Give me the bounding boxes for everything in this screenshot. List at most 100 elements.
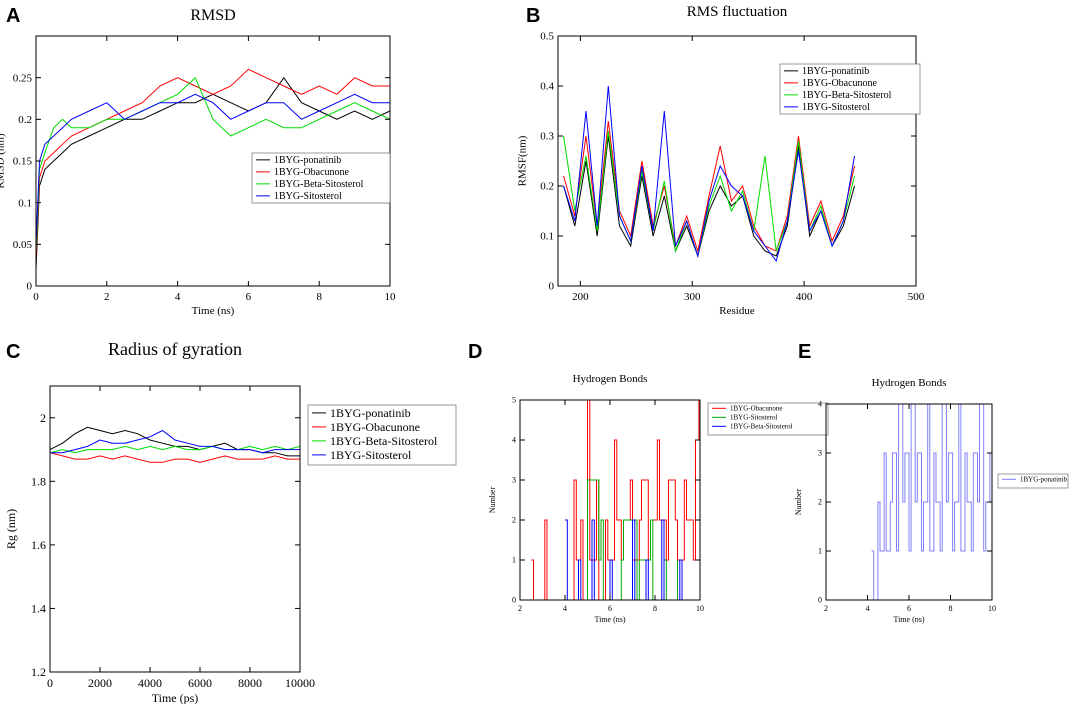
x-tick-label: 6000 — [188, 676, 212, 690]
x-tick-label: 10 — [696, 604, 704, 613]
y-tick-label: 0 — [818, 596, 822, 605]
y-tick-label: 0.5 — [540, 31, 554, 43]
series-line-1 — [35, 76, 391, 270]
plot-frame — [49, 385, 301, 673]
chart-title: Hydrogen Bonds — [573, 373, 648, 385]
y-tick-label: 0.05 — [13, 239, 33, 251]
y-tick-label: 3 — [512, 476, 516, 485]
y-tick-label: 0 — [512, 596, 516, 605]
legend-entry: 1BYG-Sitosterol — [730, 414, 778, 422]
x-tick-label: 0 — [33, 291, 39, 303]
legend-entry: 1BYG-ponatinib — [274, 155, 341, 166]
y-tick-label: 2 — [818, 498, 822, 507]
x-tick-label: 10 — [385, 291, 397, 303]
legend-entry: 1BYG-Obacunone — [274, 167, 350, 178]
x-tick-label: 2 — [824, 604, 828, 613]
legend-box — [707, 402, 829, 436]
y-axis-label: Number — [794, 489, 803, 516]
x-axis-label: Residue — [719, 305, 755, 317]
y-axis-label: Rg (nm) — [4, 509, 18, 549]
legend-entry: 1BYG-Obacunone — [330, 420, 420, 434]
chart-rms-fluctuation: RMS fluctuation 200 300 400 500 0 0.1 0.2 0.3 0.4… — [516, 4, 924, 317]
x-axis-label: Time (ns) — [192, 305, 235, 317]
legend-entry: 1BYG-Obacunone — [802, 78, 878, 89]
y-tick-label: 3 — [818, 449, 822, 458]
panel-label-a: A — [6, 5, 20, 27]
y-tick-label: 0.15 — [13, 156, 33, 168]
y-tick-label: 0.4 — [540, 81, 554, 93]
y-tick-label: 0.1 — [18, 197, 32, 209]
chart-title: Hydrogen Bonds — [872, 377, 947, 389]
x-tick-label: 4000 — [138, 676, 162, 690]
series-line-2 — [49, 452, 300, 463]
x-tick-label: 4 — [563, 604, 567, 613]
y-tick-label: 1.6 — [31, 538, 46, 552]
series-line-4 — [35, 93, 390, 245]
x-axis-label: Time (ns) — [594, 615, 625, 624]
series-line-4 — [50, 429, 300, 454]
legend-box — [251, 152, 391, 204]
y-tick-label: 5 — [512, 396, 516, 405]
series-line-1 — [531, 399, 700, 601]
y-tick-label: 1.8 — [31, 474, 46, 488]
y-tick-label: 0.2 — [18, 114, 32, 126]
y-axis-label: Number — [488, 487, 497, 514]
x-tick-label: 4 — [866, 604, 870, 613]
series-line-3 — [35, 76, 391, 253]
x-tick-label: 8 — [949, 604, 953, 613]
panel-label-b: B — [526, 5, 540, 27]
legend-box — [779, 63, 921, 115]
series-line-1 — [49, 426, 300, 457]
y-tick-label: 1.4 — [31, 601, 46, 615]
chart-title: RMSD — [190, 7, 235, 24]
legend-entry: 1BYG-ponatinib — [802, 66, 869, 77]
y-tick-label: 0.25 — [13, 72, 33, 84]
y-tick-label: 2 — [512, 516, 516, 525]
plot-frame — [557, 35, 917, 287]
series-line-1 — [871, 403, 993, 601]
x-tick-label: 6 — [246, 291, 252, 303]
legend-entry: 1BYG-Sitosterol — [802, 102, 870, 113]
y-tick-label: 1.2 — [31, 665, 46, 679]
legend-entry: 1BYG-Sitosterol — [330, 448, 412, 462]
x-tick-label: 0 — [47, 676, 53, 690]
chart-title: Radius of gyration — [108, 339, 242, 359]
y-tick-label: 0 — [549, 281, 555, 293]
x-tick-label: 8000 — [238, 676, 262, 690]
y-tick-label: 4 — [818, 400, 822, 409]
x-tick-label: 6 — [608, 604, 612, 613]
y-tick-label: 2 — [40, 411, 46, 425]
series-line-2 — [563, 120, 855, 253]
panel-label-d: D — [468, 341, 482, 363]
x-tick-label: 200 — [572, 291, 589, 303]
x-tick-label: 2 — [518, 604, 522, 613]
x-tick-label: 400 — [796, 291, 813, 303]
x-tick-label: 6 — [907, 604, 911, 613]
chart-rmsd: RMSD 0 2 4 6 8 10 0 0.05 0.1 0.15 0.2 0.25 Time (ns) R… — [0, 7, 396, 317]
legend-box — [307, 404, 457, 466]
y-tick-label: 0.2 — [540, 181, 554, 193]
y-tick-label: 1 — [818, 547, 822, 556]
x-tick-label: 8 — [653, 604, 657, 613]
x-tick-label: 10000 — [285, 676, 315, 690]
panel-label-e: E — [798, 341, 811, 363]
legend-entry: 1BYG-Beta-Sitosterol — [802, 90, 892, 101]
y-tick-label: 0.3 — [540, 131, 554, 143]
x-tick-label: 10 — [988, 604, 996, 613]
chart-title: RMS fluctuation — [687, 4, 788, 20]
x-axis-label: Time (ns) — [893, 615, 924, 624]
series-line-4 — [563, 85, 855, 263]
legend-entry: 1BYG-Beta-Sitosterol — [730, 423, 793, 431]
panel-label-c: C — [6, 341, 20, 363]
y-axis-label: RMSD (nm) — [0, 133, 6, 189]
legend-entry: 1BYG-Beta-Sitosterol — [274, 179, 364, 190]
legend-box — [997, 473, 1069, 489]
legend-entry: 1BYG-Obacunone — [730, 405, 783, 413]
legend-entry: 1BYG-Beta-Sitosterol — [330, 434, 438, 448]
x-tick-label: 500 — [908, 291, 925, 303]
chart-hydrogen-bonds-e: Hydrogen Bonds 2 4 6 8 10 0 1 2 3 4 Time (ns) Number… — [794, 377, 1069, 624]
x-axis-label: Time (ps) — [152, 691, 199, 704]
chart-hydrogen-bonds-d: Hydrogen Bonds 2 4 6 8 10 0 1 2 3 4 5 Time (ns) Numbe… — [488, 373, 829, 624]
y-tick-label: 0.1 — [540, 231, 554, 243]
